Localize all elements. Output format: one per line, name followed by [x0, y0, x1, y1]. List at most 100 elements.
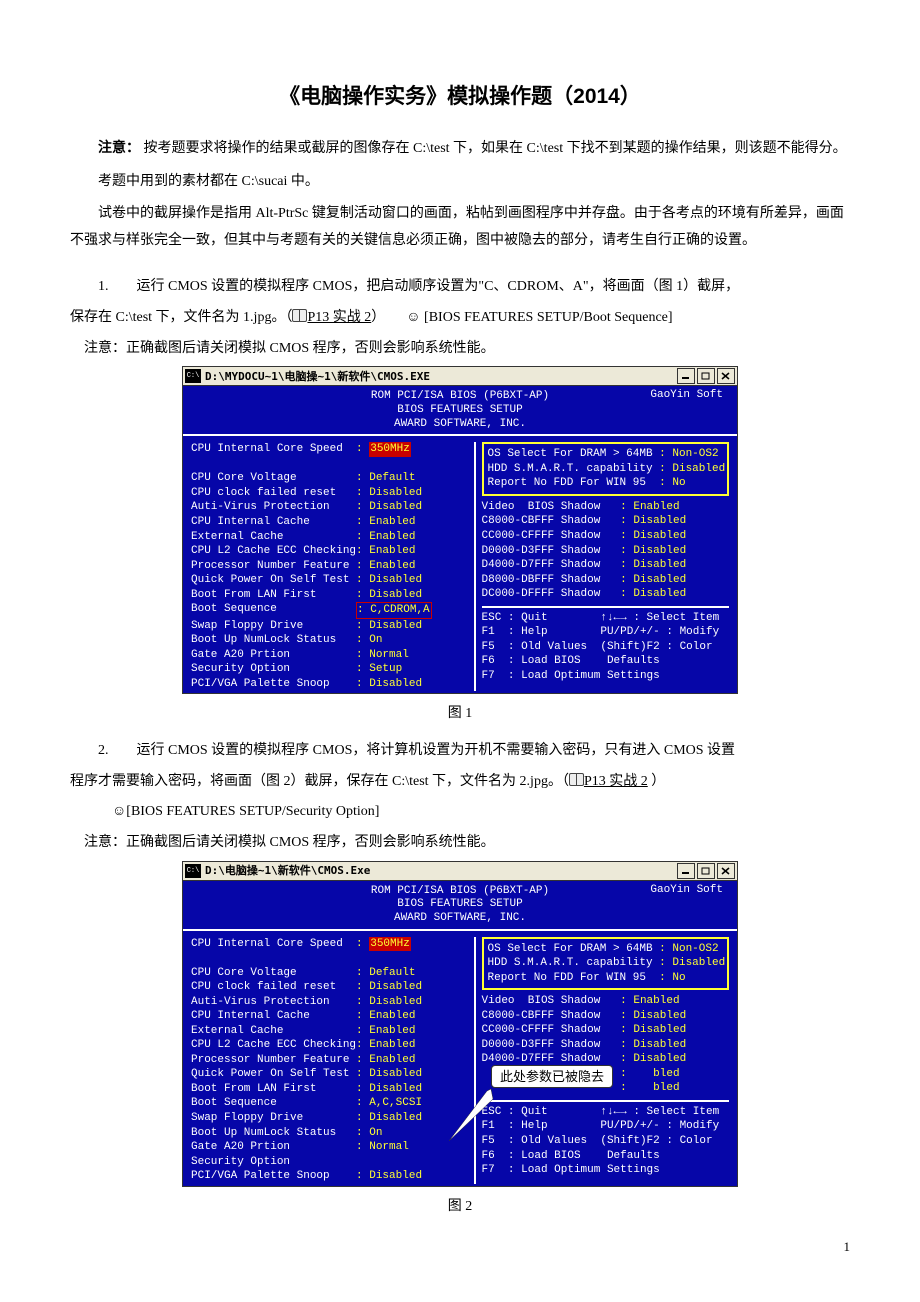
bios-hdr3: AWARD SOFTWARE, INC.: [183, 912, 737, 926]
q2-line-a: 2. 运行 CMOS 设置的模拟程序 CMOS，将计算机设置为开机不需要输入密码…: [70, 738, 850, 765]
minimize-button[interactable]: [677, 863, 695, 879]
bios-line: Processor Number Feature : Enabled: [191, 1053, 470, 1068]
bios-line: Swap Floppy Drive : Disabled: [191, 619, 470, 634]
bios-line: F1 : Help PU/PD/+/- : Modify: [482, 1119, 729, 1134]
bios-hdr2: BIOS FEATURES SETUP: [183, 898, 737, 912]
bios-line: [191, 951, 470, 966]
bios-line: Auti-Virus Protection : Disabled: [191, 500, 470, 515]
bios-line: D0000-D3FFF Shadow : Disabled: [482, 544, 729, 559]
bios-line: D0000-D3FFF Shadow : Disabled: [482, 1038, 729, 1053]
window-titlebar: C:\ D:\MYDOCU~1\电脑操~1\新软件\CMOS.EXE: [182, 366, 738, 386]
bios-line: Gate A20 Prtion : Normal: [191, 648, 470, 663]
bios-line: Boot Up NumLock Status : On: [191, 633, 470, 648]
bios-line: D4000-D7FFF Shadow : Disabled: [482, 558, 729, 573]
bios-line: ESC : Quit ↑↓←→ : Select Item: [482, 611, 729, 626]
q1-line-b: 保存在 C:\test 下，文件名为 1.jpg。（ P13 实战 2） ☺ [B…: [70, 305, 850, 332]
bios-line: Security Option: [191, 1155, 470, 1170]
bios-right-mid: Video BIOS Shadow : EnabledC8000-CBFFF S…: [482, 500, 729, 602]
bios-line: F5 : Old Values (Shift)F2 : Color: [482, 1134, 729, 1149]
bios-line: Boot From LAN First : Disabled: [191, 588, 470, 603]
bios-line: OS Select For DRAM > 64MB : Non-OS2: [488, 942, 723, 957]
bios-hdr2: BIOS FEATURES SETUP: [183, 404, 737, 418]
bios-line: CPU clock failed reset : Disabled: [191, 486, 470, 501]
bios-line: OS Select For DRAM > 64MB : Non-OS2: [488, 447, 723, 462]
bios-line: HDD S.M.A.R.T. capability : Disabled: [488, 956, 723, 971]
close-button[interactable]: [717, 368, 735, 384]
bios-help-box: ESC : Quit ↑↓←→ : Select ItemF1 : Help P…: [482, 1100, 729, 1178]
callout-box: 此处参数已被隐去: [491, 1065, 613, 1088]
bios-line: F1 : Help PU/PD/+/- : Modify: [482, 625, 729, 640]
bios-right-top-box: OS Select For DRAM > 64MB : Non-OS2HDD S…: [482, 937, 729, 991]
bios-screenshot-2: C:\ D:\电脑操~1\新软件\CMOS.Exe ROM PCI/ISA BI…: [182, 861, 738, 1187]
maximize-button[interactable]: [697, 863, 715, 879]
bios-line: Quick Power On Self Test : Disabled: [191, 573, 470, 588]
window-title: D:\MYDOCU~1\电脑操~1\新软件\CMOS.EXE: [205, 371, 677, 382]
bios-line: ESC : Quit ↑↓←→ : Select Item: [482, 1105, 729, 1120]
bios-line: [191, 457, 470, 472]
bios-header: ROM PCI/ISA BIOS (P6BXT-AP) BIOS FEATURE…: [183, 881, 737, 931]
q1-ref: P13 实战 2: [307, 310, 371, 325]
bios-line: Report No FDD For WIN 95 : No: [488, 476, 723, 491]
figure-1-caption: 图 1: [70, 702, 850, 722]
q2c-text: ）: [648, 774, 666, 789]
q1c-text: ） ☺ [BIOS FEATURES SETUP/Boot Sequence]: [371, 310, 672, 325]
bios-line: F6 : Load BIOS Defaults: [482, 654, 729, 669]
bios-line: F7 : Load Optimum Settings: [482, 669, 729, 684]
bios-line: C8000-CBFFF Shadow : Disabled: [482, 514, 729, 529]
book-icon: [292, 309, 307, 322]
minimize-button[interactable]: [677, 368, 695, 384]
bios-header: ROM PCI/ISA BIOS (P6BXT-AP) BIOS FEATURE…: [183, 386, 737, 436]
window-title: D:\电脑操~1\新软件\CMOS.Exe: [205, 865, 677, 876]
callout-tail: [441, 1089, 501, 1149]
bios-line: CPU clock failed reset : Disabled: [191, 980, 470, 995]
bios-right-col: OS Select For DRAM > 64MB : Non-OS2HDD S…: [474, 937, 729, 1184]
intro-1-text: 按考题要求将操作的结果或截屏的图像存在 C:\test 下，如果在 C:\tes…: [140, 141, 847, 156]
bios-line: External Cache : Enabled: [191, 530, 470, 545]
bios-line: Swap Floppy Drive : Disabled: [191, 1111, 470, 1126]
q2-ref: P13 实战 2: [584, 774, 648, 789]
bios-right-col: OS Select For DRAM > 64MB : Non-OS2HDD S…: [474, 442, 729, 691]
bios-line: PCI/VGA Palette Snoop : Disabled: [191, 677, 470, 692]
window-titlebar: C:\ D:\电脑操~1\新软件\CMOS.Exe: [182, 861, 738, 881]
bios-line: Boot Sequence : C,CDROM,A: [191, 602, 470, 619]
bios-line: CPU Internal Core Speed : 350MHz: [191, 442, 470, 457]
q2-line-b: 程序才需要输入密码，将画面（图 2）截屏，保存在 C:\test 下，文件名为 …: [70, 769, 850, 796]
bios-line: CPU Internal Core Speed : 350MHz: [191, 937, 470, 952]
q1-line-a: 1. 运行 CMOS 设置的模拟程序 CMOS，把启动顺序设置为"C、CDROM…: [70, 274, 850, 301]
bios-line: C8000-CBFFF Shadow : Disabled: [482, 1009, 729, 1024]
intro-3: 试卷中的截屏操作是指用 Alt-PtrSc 键复制活动窗口的画面，粘帖到画图程序…: [70, 201, 850, 254]
bios-right-top-box: OS Select For DRAM > 64MB : Non-OS2HDD S…: [482, 442, 729, 496]
q1b-text: 保存在 C:\test 下，文件名为 1.jpg。（: [70, 310, 292, 325]
bios-screenshot-1: C:\ D:\MYDOCU~1\电脑操~1\新软件\CMOS.EXE ROM P…: [182, 366, 738, 694]
bios-line: CC000-CFFFF Shadow : Disabled: [482, 1023, 729, 1038]
bios-line: CPU Internal Cache : Enabled: [191, 515, 470, 530]
bios-line: CPU Core Voltage : Default: [191, 471, 470, 486]
bios-line: Security Option : Setup: [191, 662, 470, 677]
bios-line: F7 : Load Optimum Settings: [482, 1163, 729, 1178]
bios-left-col: CPU Internal Core Speed : 350MHz CPU Cor…: [191, 937, 474, 1184]
q2-line-d: ☺[BIOS FEATURES SETUP/Security Option]: [70, 799, 850, 826]
page-number: 1: [70, 1239, 850, 1255]
bios-line: Video BIOS Shadow : Enabled: [482, 500, 729, 515]
close-button[interactable]: [717, 863, 735, 879]
q1-note: 注意：正确截图后请关闭模拟 CMOS 程序，否则会影响系统性能。: [70, 336, 850, 363]
bios-line: Auti-Virus Protection : Disabled: [191, 995, 470, 1010]
bios-line: Boot From LAN First : Disabled: [191, 1082, 470, 1097]
bios-line: F6 : Load BIOS Defaults: [482, 1149, 729, 1164]
bios-line: F5 : Old Values (Shift)F2 : Color: [482, 640, 729, 655]
bios-line: Processor Number Feature : Enabled: [191, 559, 470, 574]
intro-1: 注意： 按考题要求将操作的结果或截屏的图像存在 C:\test 下，如果在 C:…: [70, 134, 850, 163]
bios-line: Boot Sequence : A,C,SCSI: [191, 1096, 470, 1111]
bios-line: Report No FDD For WIN 95 : No: [488, 971, 723, 986]
maximize-button[interactable]: [697, 368, 715, 384]
cmd-icon: C:\: [185, 864, 201, 878]
bios-line: HDD S.M.A.R.T. capability : Disabled: [488, 462, 723, 477]
bios-line: CPU Core Voltage : Default: [191, 966, 470, 981]
intro-2: 考题中用到的素材都在 C:\sucai 中。: [70, 169, 850, 196]
bios-line: CC000-CFFFF Shadow : Disabled: [482, 529, 729, 544]
bios-left-col: CPU Internal Core Speed : 350MHz CPU Cor…: [191, 442, 474, 691]
bios-line: Boot Up NumLock Status : On: [191, 1126, 470, 1141]
bios-line: PCI/VGA Palette Snoop : Disabled: [191, 1169, 470, 1184]
bios-brand: GaoYin Soft: [650, 390, 723, 401]
bios-help-box: ESC : Quit ↑↓←→ : Select ItemF1 : Help P…: [482, 606, 729, 684]
